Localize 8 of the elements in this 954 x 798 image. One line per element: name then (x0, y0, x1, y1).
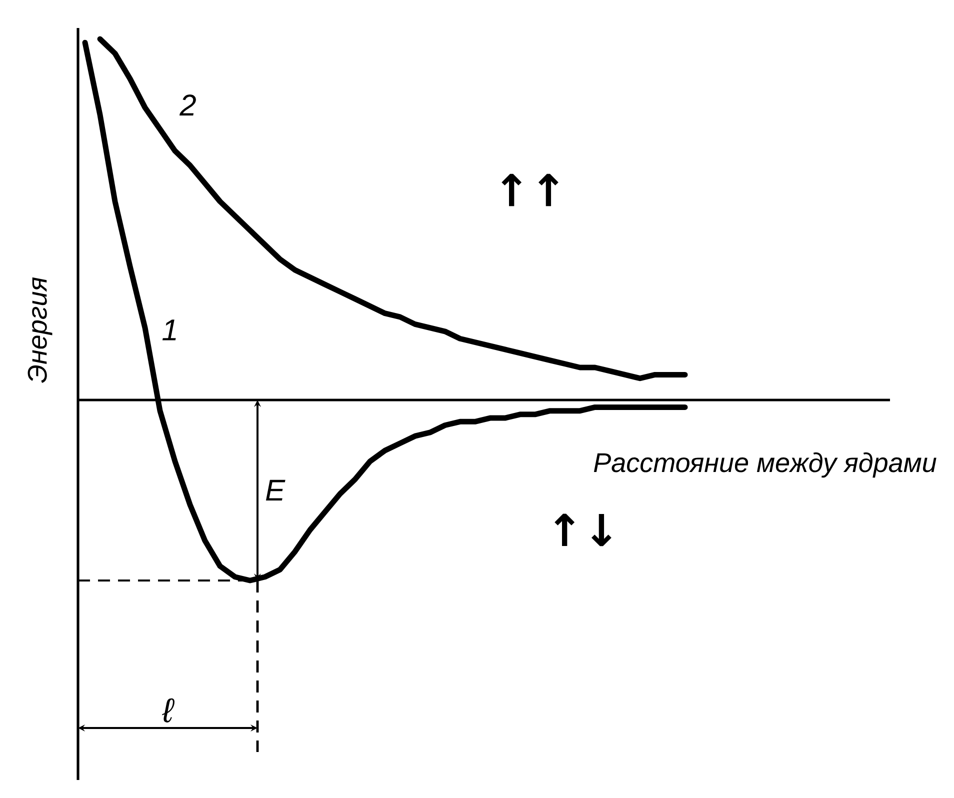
annotation: ↑↓ (554, 514, 612, 546)
series-label: 1 (162, 320, 176, 340)
x-axis-title: Расстояние между ядрами (594, 452, 936, 478)
annotation: ↑↑ (502, 174, 558, 206)
text: ℓ (162, 698, 174, 722)
annotation: E (266, 480, 286, 501)
y-axis-title: Энергия (28, 277, 52, 383)
series-label: 2 (179, 94, 196, 116)
